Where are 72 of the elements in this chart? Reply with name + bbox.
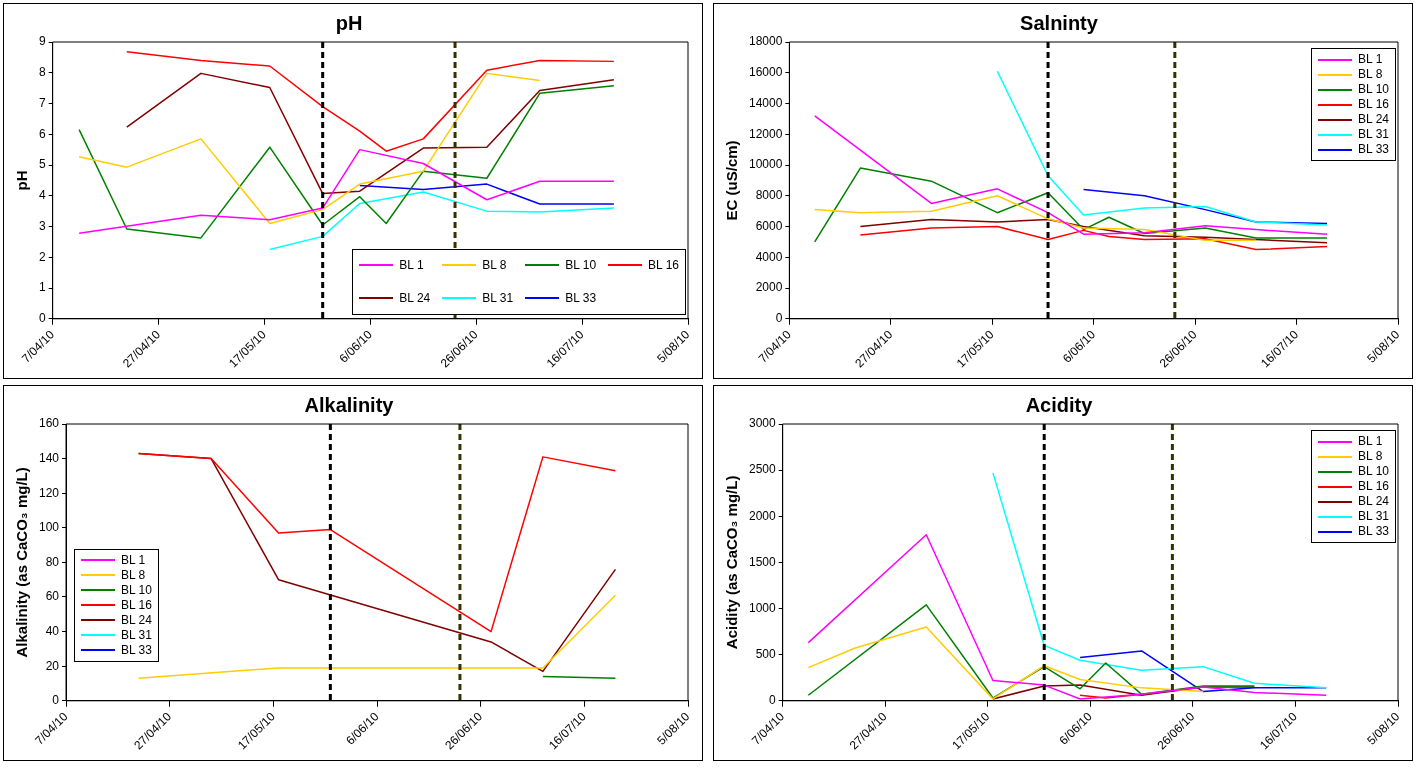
legend-label: BL 33	[1358, 524, 1389, 539]
y-axis-title: Acidity (as CaCO₃ mg/L)	[723, 475, 741, 650]
y-tick-label: 12000	[748, 126, 783, 141]
legend-label: BL 31	[482, 290, 514, 306]
legend-label: BL 33	[1358, 142, 1389, 157]
y-tick-label: 18000	[748, 34, 783, 49]
y-tick-label: 140	[38, 450, 60, 465]
y-tick-label: 2000	[755, 280, 783, 295]
y-tick-label: 0	[52, 693, 60, 708]
legend-label: BL 31	[1358, 127, 1389, 142]
y-tick-label: 9	[38, 34, 46, 49]
legend-label: BL 8	[1358, 449, 1383, 464]
y-tick-label: 0	[38, 311, 46, 326]
legend-label: BL 1	[399, 257, 424, 273]
legend-label: BL 1	[1358, 434, 1383, 449]
y-tick-label: 2	[38, 249, 46, 264]
y-tick-label: 3000	[748, 416, 777, 431]
y-tick-label: 160	[38, 416, 60, 431]
legend-label: BL 10	[121, 582, 152, 598]
legend-label: BL 24	[121, 612, 152, 628]
y-tick-label: 1000	[748, 600, 777, 615]
y-tick-label: 4000	[755, 249, 783, 264]
legend-label: BL 1	[1358, 52, 1383, 67]
y-tick-label: 7	[38, 95, 46, 110]
y-tick-label: 16000	[748, 65, 783, 80]
y-tick-label: 14000	[748, 95, 783, 110]
y-tick-label: 4	[38, 188, 46, 203]
y-tick-label: 5	[38, 157, 46, 172]
chart-title: Salninty	[1020, 11, 1099, 34]
y-tick-label: 8000	[755, 188, 783, 203]
legend-label: BL 16	[121, 597, 152, 613]
chart-title: Alkalinity	[304, 393, 395, 416]
y-axis-title: Alkalinity (as CaCO₃ mg/L)	[13, 467, 31, 658]
y-tick-label: 3	[38, 218, 46, 233]
legend-label: BL 10	[1358, 82, 1389, 97]
legend-label: BL 8	[1358, 67, 1383, 82]
chart-title: pH	[335, 11, 363, 34]
y-tick-label: 8	[38, 65, 46, 80]
y-tick-label: 1500	[748, 554, 777, 569]
y-tick-label: 60	[45, 589, 60, 604]
legend-label: BL 24	[399, 290, 431, 306]
y-tick-label: 80	[45, 554, 60, 569]
y-tick-label: 500	[755, 646, 777, 661]
y-tick-label: 120	[38, 485, 60, 500]
y-tick-label: 1	[38, 280, 46, 295]
y-axis-title: pH	[13, 170, 31, 191]
legend-label: BL 10	[565, 257, 597, 273]
legend-label: BL 33	[565, 290, 597, 306]
legend-label: BL 24	[1358, 494, 1389, 509]
y-tick-label: 6	[38, 126, 46, 141]
legend-label: BL 33	[121, 642, 152, 658]
legend-label: BL 10	[1358, 464, 1389, 479]
y-tick-label: 40	[45, 623, 60, 638]
y-tick-label: 6000	[755, 218, 783, 233]
y-tick-label: 2500	[748, 462, 777, 477]
y-tick-label: 10000	[748, 157, 783, 172]
legend-label: BL 24	[1358, 112, 1389, 127]
legend-label: BL 31	[121, 627, 152, 643]
legend-label: BL 16	[1358, 97, 1389, 112]
legend-label: BL 8	[482, 257, 507, 273]
legend-label: BL 1	[121, 552, 146, 568]
chart-title: Acidity	[1025, 393, 1094, 416]
y-tick-label: 0	[769, 693, 777, 708]
y-tick-label: 0	[775, 311, 783, 326]
y-axis-title: EC (uS/cm)	[723, 140, 741, 221]
legend-label: BL 8	[121, 567, 146, 583]
y-tick-label: 20	[45, 658, 60, 673]
legend-label: BL 16	[648, 257, 679, 273]
y-tick-label: 2000	[748, 508, 777, 523]
y-tick-label: 100	[38, 520, 60, 535]
legend-label: BL 16	[1358, 479, 1389, 494]
legend-label: BL 31	[1358, 509, 1389, 524]
